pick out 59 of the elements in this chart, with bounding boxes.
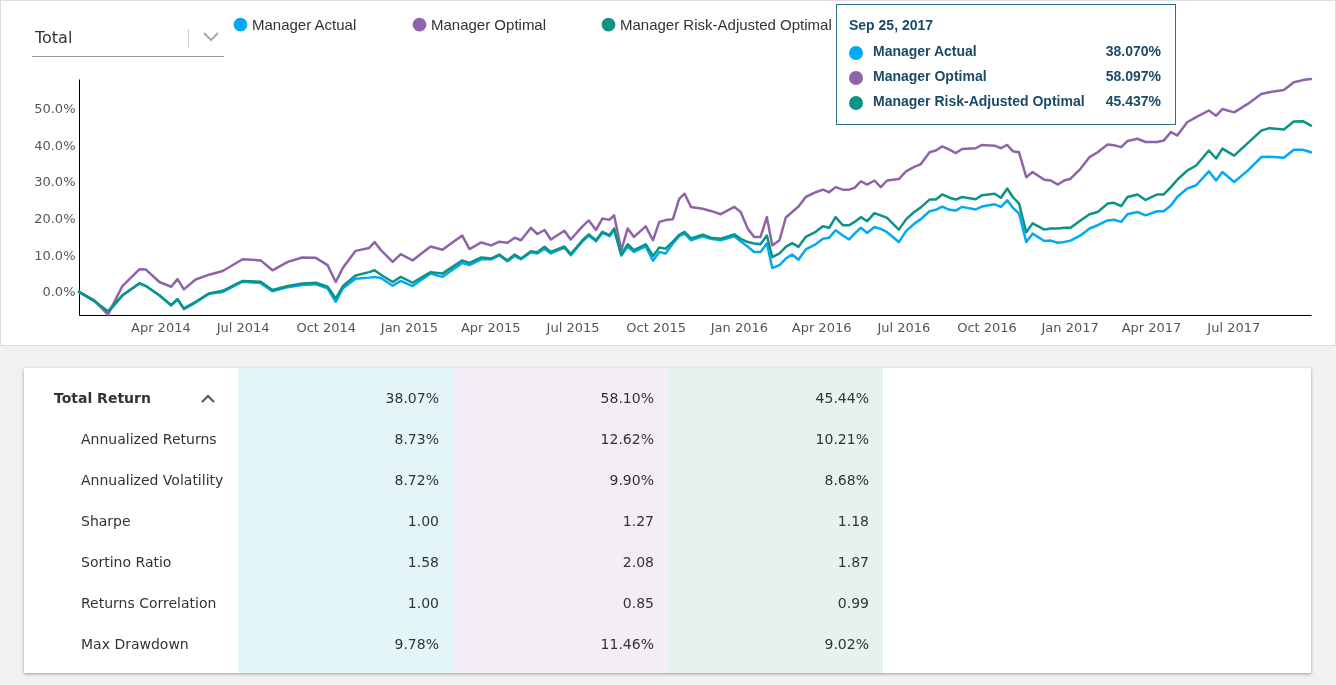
text: 1.00 — [407, 595, 439, 611]
x-tick-label: Jul 2015 — [545, 319, 600, 335]
y-tick-label: 40.0% — [34, 137, 76, 153]
text: 9.02% — [824, 636, 869, 652]
text: 0.85 — [622, 595, 654, 611]
legend-label: Manager Actual — [873, 43, 977, 59]
text: 2.08 — [622, 554, 654, 570]
category-label: Sharpe — [81, 513, 131, 529]
text: Sep 25, 2017 — [849, 17, 934, 33]
x-tick-label: Oct 2015 — [626, 319, 687, 335]
text: Manager Risk-Adjusted Optimal — [620, 15, 832, 33]
text: 8.68% — [824, 472, 869, 488]
text: 58.10% — [600, 390, 654, 406]
legend-label: Manager Optimal — [873, 68, 987, 84]
x-tick-label: Apr 2014 — [130, 319, 191, 335]
text: 1.00 — [407, 513, 439, 529]
category-label: Max Drawdown — [81, 636, 189, 652]
y-tick-label: 0.0% — [42, 284, 76, 300]
text: 12.62% — [600, 431, 654, 447]
category-label: Returns Correlation — [81, 595, 217, 611]
category-label: Sortino Ratio — [81, 554, 172, 570]
x-tick-label: Apr 2017 — [1121, 319, 1182, 335]
text: 0.99 — [837, 595, 869, 611]
text: 45.44% — [815, 390, 869, 406]
text: 1.18 — [837, 513, 869, 529]
x-tick-label: Oct 2014 — [296, 319, 357, 335]
x-tick-label: Apr 2016 — [791, 319, 852, 335]
x-tick-label: Jan 2015 — [379, 319, 439, 335]
text: 1.58 — [407, 554, 439, 570]
text: 9.78% — [394, 636, 439, 652]
text: 10.21% — [815, 431, 869, 447]
y-tick-label: 10.0% — [34, 247, 76, 263]
x-tick-label: Jul 2017 — [1206, 319, 1261, 335]
y-tick-label: 30.0% — [34, 174, 76, 190]
legend-label: Manager Risk-Adjusted Optimal — [873, 93, 1085, 109]
x-tick-label: Jan 2016 — [709, 319, 768, 335]
x-tick-label: Apr 2015 — [460, 319, 521, 335]
text: 1.27 — [622, 513, 654, 529]
dropdown: Total — [32, 21, 224, 57]
text: 38.070% — [1105, 43, 1161, 59]
text: Manager Actual — [252, 15, 357, 33]
y-tick-label: 50.0% — [34, 101, 76, 117]
text: 9.90% — [609, 472, 654, 488]
text: Manager Optimal — [431, 15, 547, 33]
y-tick-label: 20.0% — [34, 211, 76, 227]
text: 8.73% — [394, 431, 439, 447]
x-tick-label: Jul 2014 — [215, 319, 270, 335]
x-tick-label: Oct 2016 — [957, 319, 1017, 335]
category-label: Total Return — [54, 390, 151, 406]
category-label: Annualized Returns — [81, 431, 217, 447]
text: 1.87 — [837, 554, 869, 570]
x-tick-label: Jan 2017 — [1040, 319, 1099, 335]
text: 11.46% — [600, 636, 654, 652]
x-tick-label: Jul 2016 — [876, 319, 931, 335]
text: 8.72% — [394, 472, 439, 488]
text: 38.07% — [385, 390, 439, 406]
category-label: Annualized Volatility — [81, 472, 224, 488]
annotation: 58.097% — [1105, 68, 1161, 84]
annotation: 45.437% — [1105, 93, 1161, 109]
